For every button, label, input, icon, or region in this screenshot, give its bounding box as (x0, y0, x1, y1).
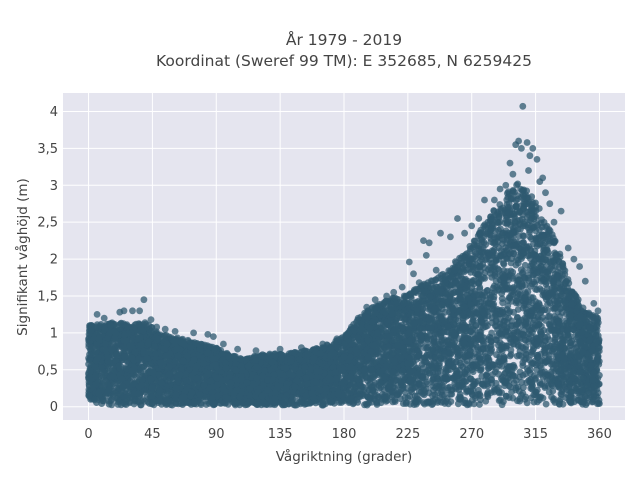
scatter-point (508, 388, 515, 396)
scatter-point (520, 232, 528, 240)
scatter-point (534, 398, 541, 406)
scatter-point (482, 397, 490, 405)
scatter-point (429, 382, 437, 390)
scatter-point (519, 359, 527, 367)
scatter-points (85, 180, 603, 409)
scatter-point (514, 226, 522, 233)
scatter-point (505, 394, 513, 401)
scatter-point (476, 401, 483, 408)
